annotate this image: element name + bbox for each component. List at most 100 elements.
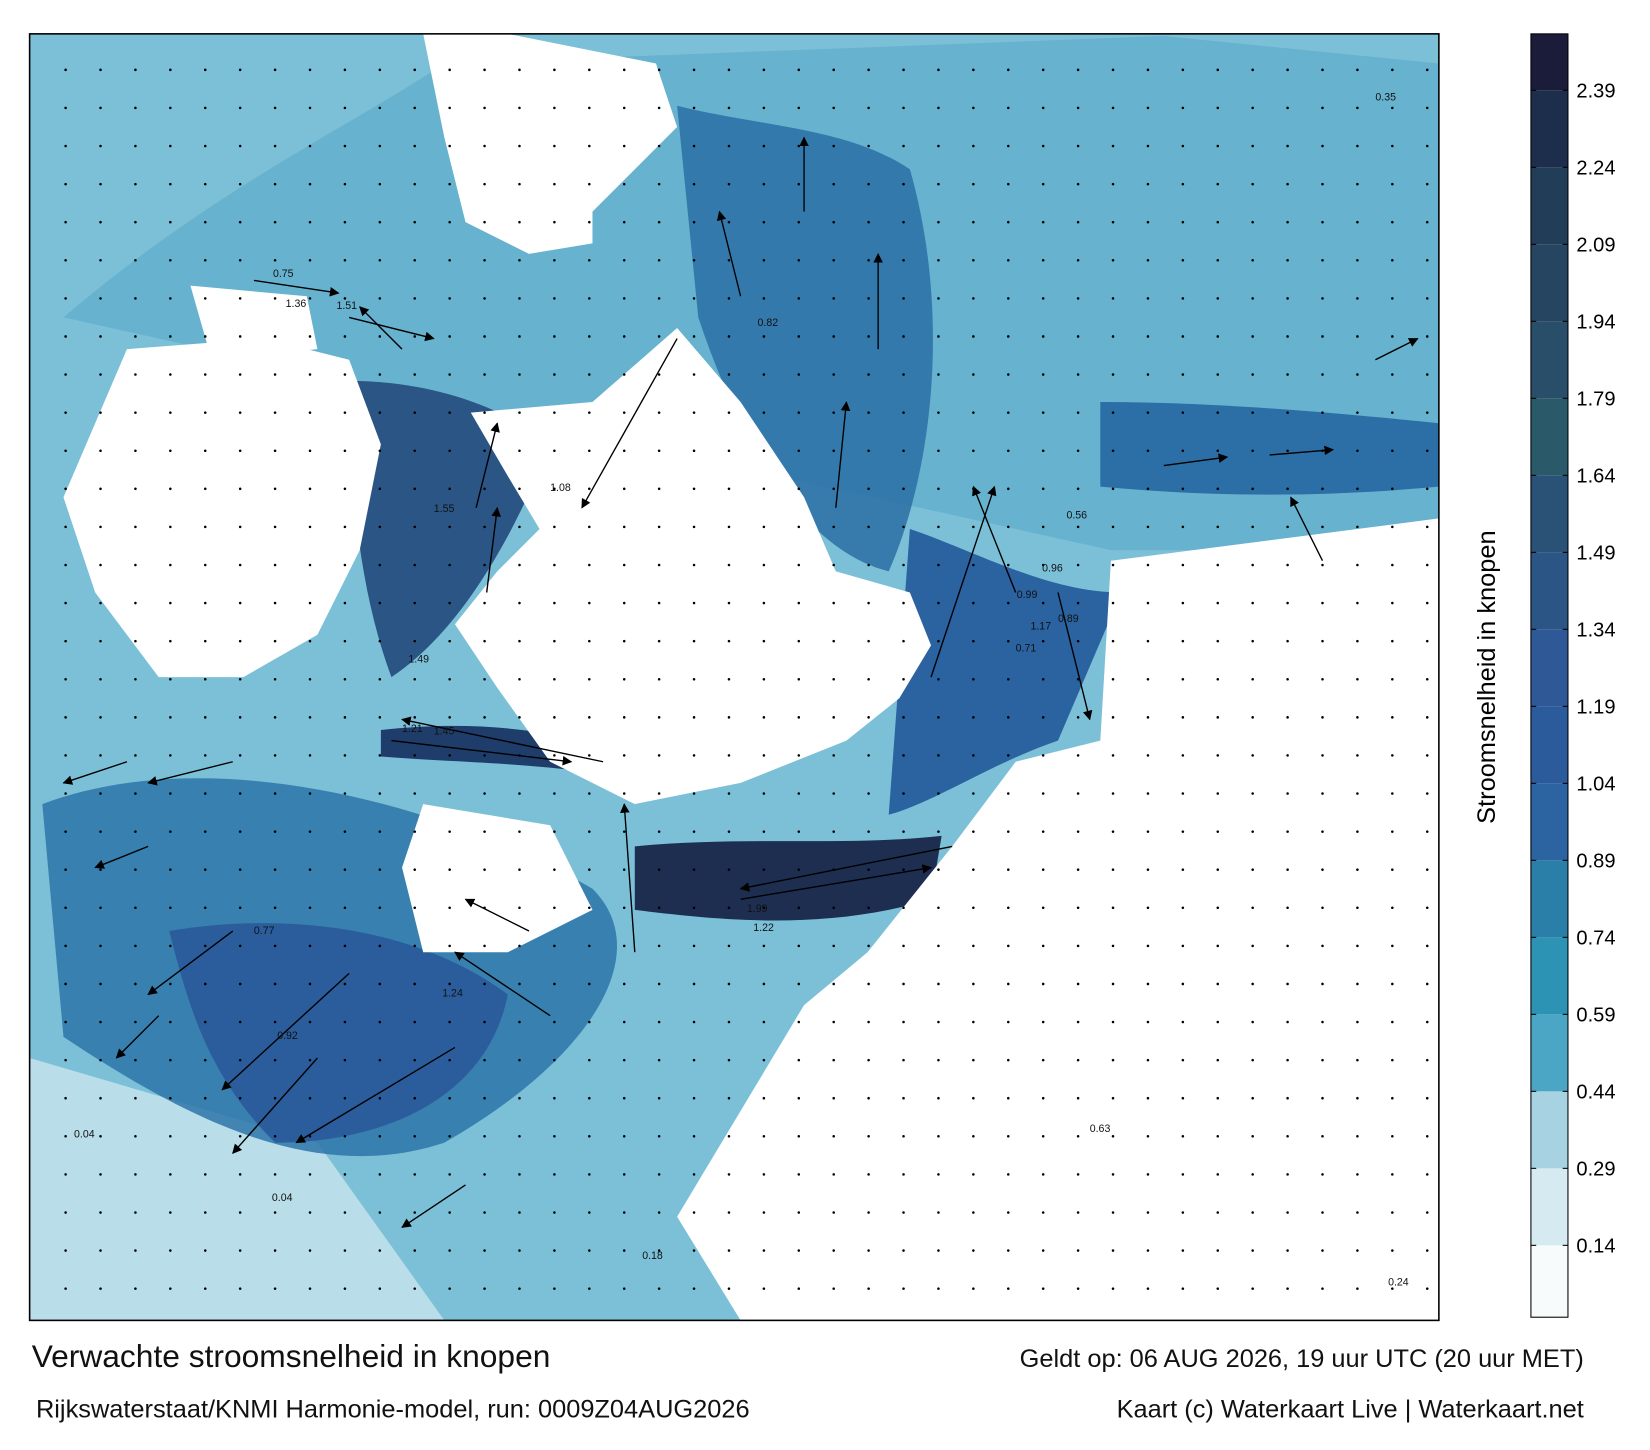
dot [518,258,521,262]
arrow [1290,496,1324,562]
dot [483,1287,486,1290]
dot [518,944,521,948]
dot [1111,487,1115,491]
dot [832,716,835,719]
dot [343,1249,347,1252]
dot [1391,639,1394,643]
dot [1007,982,1010,986]
dot [622,1211,626,1214]
dot [273,449,277,452]
dot [1216,220,1220,224]
dot [64,525,67,529]
dot [169,449,172,452]
dot [1146,1020,1150,1024]
dot [1391,868,1394,871]
dot [867,449,870,452]
speed-label: 0.04 [74,1128,95,1140]
arrow [359,306,403,350]
dot [692,1135,696,1138]
dot [448,830,451,833]
dot [134,487,137,491]
dot [1146,487,1150,491]
dot [1041,297,1045,300]
dot [518,182,521,186]
dot [1391,944,1394,948]
dot [273,868,277,871]
dot [1286,373,1289,376]
dot [588,792,591,795]
dot [937,182,940,186]
dot [832,1211,835,1214]
dot [1356,1211,1359,1214]
dot [657,754,661,757]
dot [762,639,766,643]
dot [203,144,207,148]
dot [937,1096,940,1100]
speed-label: 0.92 [277,1030,298,1042]
dot [518,792,521,795]
dot [308,716,312,719]
dot [1286,220,1289,224]
dot [553,716,556,719]
dot [169,1249,172,1252]
colorbar-band [1530,244,1568,322]
dot [972,220,975,224]
dot [832,1135,835,1138]
dot [413,716,417,719]
speed-label: 0.04 [272,1192,293,1204]
dot [867,716,870,719]
dot [273,1096,277,1100]
dot [1321,182,1324,186]
colorbar-band [1530,33,1568,91]
dot [1286,144,1289,148]
dot [203,1287,207,1290]
dot [1041,258,1045,262]
dot [1391,487,1394,491]
dot [1321,754,1324,757]
dot [1041,677,1045,681]
dot [99,677,102,681]
dot [64,373,67,376]
dot [902,411,905,414]
dot [622,1135,626,1138]
dot [1356,639,1359,643]
dot [448,220,451,224]
dot [1181,944,1185,948]
dot [553,1249,556,1252]
dot [1076,1211,1080,1214]
dot [1356,297,1359,300]
colorbar-band [1530,90,1568,168]
dot [588,258,591,262]
dot [1251,106,1254,110]
dot [64,1287,67,1290]
dot [972,182,975,186]
dot [1251,449,1254,452]
dot [1251,525,1254,529]
dot [832,563,835,567]
dot [588,487,591,491]
dot [902,1211,905,1214]
dot [1007,68,1010,72]
arrow [115,1015,160,1059]
dot [308,868,312,871]
dot [692,258,696,262]
dot [727,1211,731,1214]
dot [1146,1058,1150,1062]
speed-label: 0.77 [254,925,275,937]
dot [588,1173,591,1176]
dot [553,1173,556,1176]
dot [1111,1020,1115,1024]
dot [448,1096,451,1100]
dot [867,297,870,300]
dot [1111,373,1115,376]
dot [134,1249,137,1252]
colorbar-band [1530,629,1568,707]
dot [1216,792,1220,795]
dot [483,639,486,643]
dot [169,906,172,910]
dot [622,1173,626,1176]
dot [169,1135,172,1138]
dot [832,411,835,414]
dot [1007,182,1010,186]
dot [378,335,382,338]
